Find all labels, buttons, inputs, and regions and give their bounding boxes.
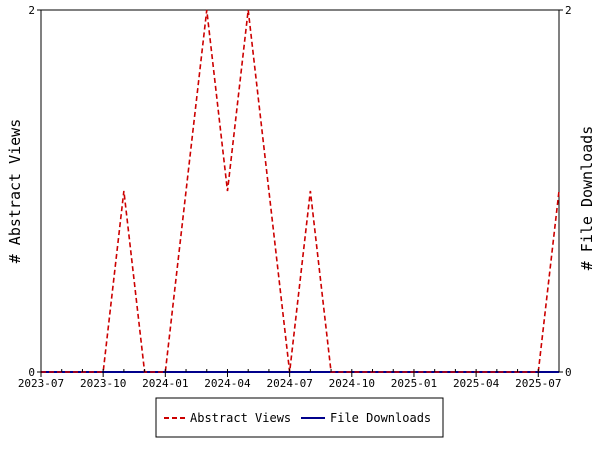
x-tick-label: 2025-07 <box>515 377 561 390</box>
legend: Abstract Views File Downloads <box>155 397 444 438</box>
legend-box <box>155 397 444 438</box>
series-line-abstract-views <box>41 9 560 373</box>
x-tick-label: 2023-07 <box>18 377 64 390</box>
x-tick-label: 2023-10 <box>80 377 126 390</box>
x-tick-label: 2025-01 <box>391 377 437 390</box>
legend-label-file-downloads: File Downloads <box>330 411 431 425</box>
plot-area <box>40 9 560 373</box>
y2-axis-label: # File Downloads <box>578 126 596 271</box>
series-layer <box>41 9 560 373</box>
y-tick-label: 2 <box>28 4 35 17</box>
x-tick-label: 2024-10 <box>329 377 375 390</box>
y-tick-label: 0 <box>28 366 35 379</box>
y2-tick-label: 0 <box>565 366 572 379</box>
legend-label-abstract-views: Abstract Views <box>190 411 291 425</box>
x-tick-label: 2024-07 <box>266 377 312 390</box>
x-ticks: 2023-07 2023-10 2024-01 2024-04 2024-07 2024-… <box>18 369 561 390</box>
y2-tick-label: 2 <box>565 4 572 17</box>
x-tick-label: 2024-01 <box>142 377 188 390</box>
y-ticks: 0 2 0 2 <box>28 4 571 379</box>
x-tick-label: 2024-04 <box>204 377 251 390</box>
x-tick-label: 2025-04 <box>453 377 500 390</box>
y-axis-label: # Abstract Views <box>6 119 24 264</box>
